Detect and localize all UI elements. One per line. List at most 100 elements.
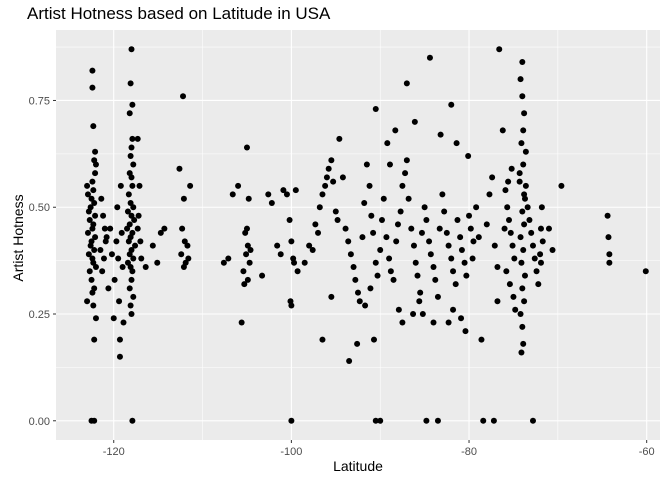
data-point — [127, 80, 134, 87]
data-point — [499, 127, 506, 134]
data-point — [130, 204, 137, 211]
data-point — [89, 84, 96, 91]
data-point — [437, 131, 444, 138]
data-point — [374, 272, 381, 279]
data-point — [187, 182, 194, 189]
data-point — [494, 298, 501, 305]
data-point — [89, 289, 96, 296]
data-point — [128, 276, 135, 283]
data-point — [129, 101, 136, 108]
data-point — [124, 208, 131, 215]
data-point — [526, 217, 533, 224]
data-point — [322, 182, 329, 189]
data-point — [243, 225, 250, 232]
data-point — [92, 170, 99, 177]
data-point — [462, 328, 469, 335]
data-point — [387, 268, 394, 275]
data-point — [377, 246, 384, 253]
data-point — [372, 417, 379, 424]
data-point — [478, 336, 485, 343]
data-point — [92, 148, 99, 155]
y-axis-label: Artist Hotness — [10, 194, 26, 282]
data-point — [408, 225, 415, 232]
data-point — [450, 306, 457, 313]
data-point — [116, 353, 123, 360]
data-point — [397, 208, 404, 215]
plot-panel — [56, 30, 660, 440]
data-point — [520, 161, 527, 168]
data-point — [134, 225, 141, 232]
data-point — [246, 259, 253, 266]
data-point — [367, 285, 374, 292]
data-point — [92, 264, 99, 271]
data-point — [124, 259, 131, 266]
data-point — [370, 336, 377, 343]
data-point — [605, 234, 612, 241]
data-point — [91, 417, 98, 424]
data-point — [126, 221, 133, 228]
data-point — [91, 246, 98, 253]
data-point — [501, 225, 508, 232]
data-point — [286, 217, 293, 224]
data-point — [137, 238, 144, 245]
data-point — [127, 152, 134, 159]
data-point — [347, 251, 354, 258]
data-point — [524, 204, 531, 211]
data-point — [412, 259, 419, 266]
data-point — [229, 191, 236, 198]
x-tick-label: -60 — [639, 446, 655, 458]
data-point — [136, 182, 143, 189]
data-point — [392, 127, 399, 134]
data-point — [126, 285, 133, 292]
data-point — [128, 212, 135, 219]
data-point — [312, 221, 319, 228]
data-point — [328, 157, 335, 164]
data-point — [509, 242, 516, 249]
data-point — [410, 242, 417, 249]
data-point — [519, 59, 526, 66]
data-point — [86, 268, 93, 275]
data-point — [288, 417, 295, 424]
data-point — [522, 148, 529, 155]
data-point — [235, 182, 242, 189]
data-point — [90, 259, 97, 266]
x-tick-label: -80 — [461, 446, 477, 458]
data-point — [265, 191, 272, 198]
data-point — [180, 264, 187, 271]
data-point — [426, 238, 433, 245]
data-point — [502, 187, 509, 194]
data-point — [128, 174, 135, 181]
data-point — [176, 165, 183, 172]
data-point — [134, 135, 141, 142]
y-tick-label: 0.25 — [29, 309, 50, 321]
data-point — [383, 234, 390, 241]
data-point — [521, 221, 528, 228]
data-point — [84, 229, 91, 236]
data-point — [506, 217, 512, 224]
data-point — [368, 212, 375, 219]
data-point — [538, 204, 545, 211]
data-point — [241, 281, 248, 288]
data-point — [268, 199, 275, 206]
data-point — [445, 242, 452, 249]
data-point — [535, 281, 542, 288]
data-point — [606, 259, 613, 266]
data-point — [319, 336, 326, 343]
data-point — [89, 178, 96, 185]
data-point — [419, 311, 426, 318]
data-point — [180, 195, 187, 202]
data-point — [517, 234, 524, 241]
data-point — [128, 311, 135, 318]
data-point — [362, 302, 369, 309]
data-point — [423, 417, 430, 424]
data-point — [521, 191, 528, 198]
data-point — [475, 234, 482, 241]
data-point — [130, 161, 137, 168]
data-point — [386, 255, 393, 262]
data-point — [441, 208, 448, 215]
chart-title: Artist Hotness based on Latitude in USA — [27, 4, 331, 23]
data-point — [339, 174, 346, 181]
data-point — [377, 417, 384, 424]
data-point — [418, 229, 425, 236]
